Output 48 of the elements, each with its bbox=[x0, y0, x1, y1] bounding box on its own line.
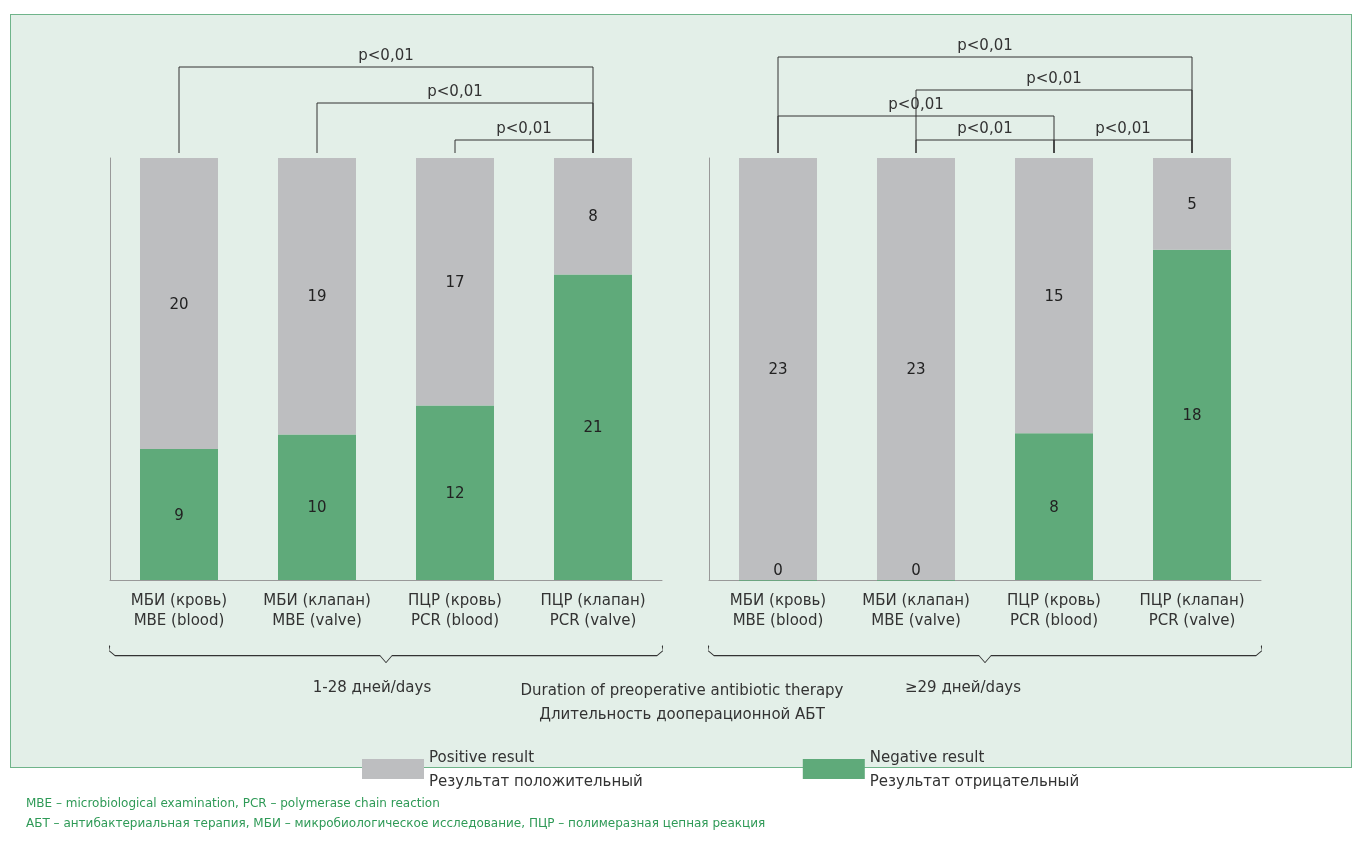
bar bbox=[140, 449, 218, 580]
bar bbox=[416, 405, 494, 580]
text: MBE – microbiological examination, PCR – polymerase chain reaction bbox=[26, 796, 440, 810]
x-tick-label: МБИ (кровь) MBE (blood) bbox=[729, 591, 827, 629]
x-tick-label: ПЦР (кровь) PCR (blood) bbox=[1007, 591, 1101, 629]
bar bbox=[877, 158, 955, 580]
x-tick-label: ПЦР (клапан) PCR (valve) bbox=[540, 591, 646, 629]
bar bbox=[1153, 158, 1231, 250]
data-label: 23 bbox=[768, 360, 788, 378]
bar bbox=[1015, 158, 1093, 434]
data-label: 0 bbox=[911, 561, 921, 579]
bar bbox=[739, 158, 817, 580]
data-label: 10 bbox=[307, 498, 327, 517]
bar bbox=[278, 158, 356, 435]
data-label: 17 bbox=[445, 272, 465, 291]
data-label: 23 bbox=[906, 360, 926, 378]
data-label: 19 bbox=[307, 287, 327, 306]
legend-label: Negative result Результат отрицательный bbox=[869, 748, 1080, 790]
x-tick-label: МБИ (кровь) MBE (blood) bbox=[130, 591, 228, 629]
data-label: 8 bbox=[588, 207, 598, 226]
x-tick-label: ПЦР (клапан) PCR (valve) bbox=[1139, 591, 1245, 629]
x-axis-title: 1-28 дней/days bbox=[312, 678, 432, 696]
data-label: 21 bbox=[583, 418, 603, 437]
significance-bracket: p<0,01 bbox=[915, 119, 1055, 154]
x-tick-label: МБИ (клапан) MBE (valve) bbox=[862, 591, 970, 629]
bar bbox=[1015, 433, 1093, 580]
text: АБТ – антибактериальная терапия, МБИ – микробиологическое исследование, ПЦР – полимеразная цепная реакция bbox=[26, 816, 766, 830]
data-label: 15 bbox=[1044, 286, 1064, 305]
x-tick-label: ПЦР (кровь) PCR (blood) bbox=[408, 591, 502, 629]
data-label: 18 bbox=[1182, 405, 1202, 424]
bar bbox=[554, 274, 632, 580]
data-label: 12 bbox=[445, 483, 465, 502]
significance-bracket: p<0,01 bbox=[1053, 119, 1193, 154]
legend-label: Positive result Результат положительный bbox=[429, 748, 643, 790]
bar bbox=[1153, 249, 1231, 580]
bar bbox=[140, 158, 218, 450]
x-tick-label: МБИ (клапан) MBE (valve) bbox=[263, 591, 371, 629]
bar bbox=[554, 158, 632, 275]
significance-bracket: p<0,01 bbox=[454, 119, 594, 154]
data-label: 8 bbox=[1049, 497, 1059, 516]
x-axis-title: ≥29 дней/days bbox=[904, 678, 1022, 696]
bar bbox=[416, 158, 494, 406]
data-label: 0 bbox=[773, 561, 783, 579]
data-label: 9 bbox=[174, 505, 184, 524]
bar bbox=[278, 434, 356, 580]
data-label: 20 bbox=[169, 294, 189, 313]
data-label: 5 bbox=[1187, 194, 1197, 213]
text: Duration of preoperative antibiotic therapy Длительность дооперационной АБТ bbox=[520, 680, 844, 725]
